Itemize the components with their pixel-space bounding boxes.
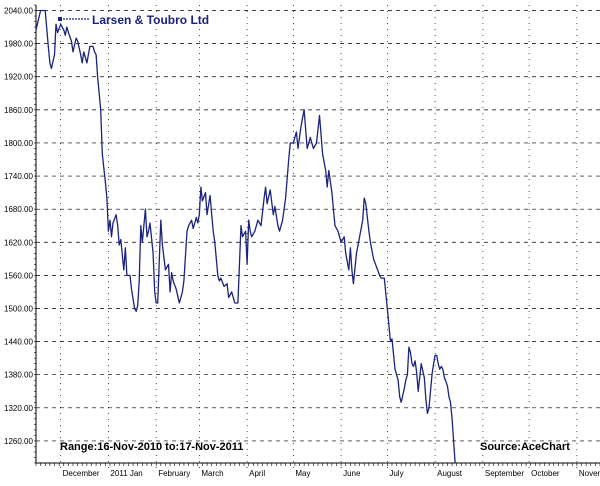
y-tick-label: 1380.00 (4, 371, 33, 380)
y-axis: 1260.00 1320.00 1380.00 1440.00 1500.00 1560.… (4, 7, 33, 446)
y-tick-label: 1560.00 (4, 271, 33, 280)
legend-marker (58, 17, 62, 21)
x-tick-label: 2011 Jan (110, 469, 142, 478)
y-tick-label: 1440.00 (4, 338, 33, 347)
y-tick-label: 1680.00 (4, 205, 33, 214)
y-tick-label: 2040.00 (4, 7, 33, 16)
y-tick-label: 1620.00 (4, 238, 33, 247)
range-label: Range:16-Nov-2010 to:17-Nov-2011 (60, 441, 244, 453)
y-tick-label: 1500.00 (4, 304, 33, 313)
y-tick-label: 1740.00 (4, 172, 33, 181)
x-tick-label: August (437, 469, 463, 478)
x-tick-label: July (389, 469, 403, 478)
x-tick-label: April (249, 469, 265, 478)
y-tick-label: 1920.00 (4, 73, 33, 82)
x-tick-label: December (63, 469, 100, 478)
source-label: Source:AceChart (480, 441, 570, 453)
x-tick-label: March (201, 469, 223, 478)
x-axis: December 2011 Jan February March April May Jun… (63, 469, 600, 478)
y-tick-label: 1800.00 (4, 139, 33, 148)
grid-lines (36, 5, 600, 468)
x-tick-label: October (531, 469, 560, 478)
x-tick-label: May (295, 469, 310, 478)
series-line (35, 9, 456, 464)
y-tick-label: 1320.00 (4, 404, 33, 413)
y-tick-label: 1860.00 (4, 106, 33, 115)
x-tick-label: September (485, 469, 524, 478)
y-tick-label: 1260.00 (4, 437, 33, 446)
x-tick-label: June (343, 469, 361, 478)
plot-frame (34, 4, 600, 466)
legend-label: Larsen & Toubro Ltd (92, 13, 210, 27)
x-tick-label: February (158, 469, 190, 478)
y-tick-label: 1980.00 (4, 40, 33, 49)
x-tick-label: November (579, 469, 600, 478)
